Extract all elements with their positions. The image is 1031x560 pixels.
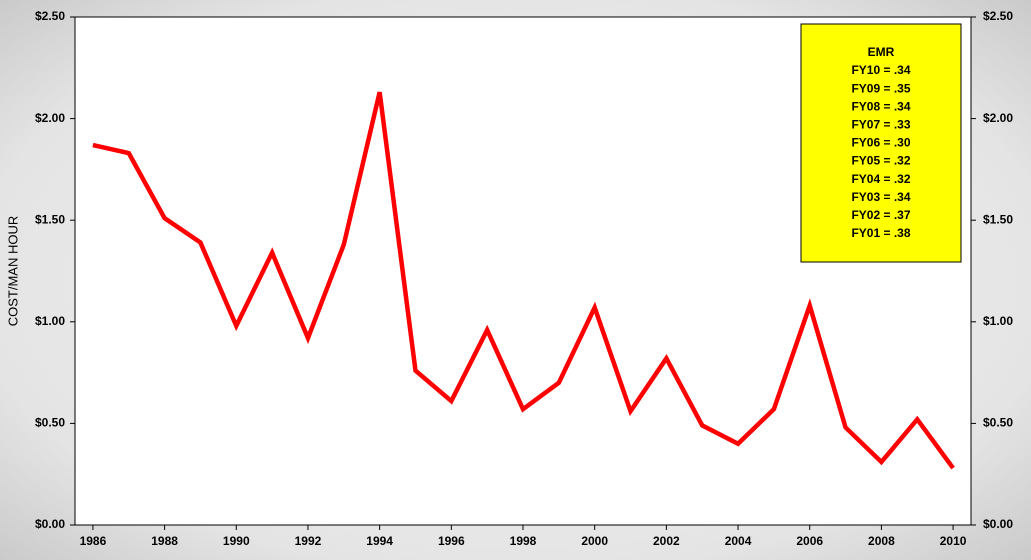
y2-tick-label: $1.50 (983, 212, 1013, 226)
annotation-line: FY04 = .32 (851, 172, 910, 186)
annotation-line: FY06 = .30 (851, 136, 910, 150)
x-tick-label: 2004 (725, 534, 752, 548)
y2-tick-label: $1.00 (983, 314, 1013, 328)
x-tick-label: 1994 (366, 534, 393, 548)
x-tick-label: 1998 (510, 534, 537, 548)
x-tick-label: 2006 (796, 534, 823, 548)
y-tick-label: $2.50 (35, 9, 65, 23)
y-tick-label: $2.00 (35, 111, 65, 125)
annotation-line: FY08 = .34 (851, 99, 910, 113)
annotation-box (800, 23, 962, 263)
x-tick-label: 2010 (940, 534, 967, 548)
y-tick-label: $1.00 (35, 314, 65, 328)
x-tick-label: 1990 (223, 534, 250, 548)
y-tick-label: $1.50 (35, 212, 65, 226)
annotation-line: FY05 = .32 (851, 154, 910, 168)
y-tick-label: $0.00 (35, 517, 65, 531)
x-tick-label: 1988 (151, 534, 178, 548)
y-axis-label: COST/MAN HOUR (5, 216, 20, 327)
annotation-line: FY02 = .37 (851, 208, 910, 222)
y2-tick-label: $0.00 (983, 517, 1013, 531)
x-tick-label: 2008 (868, 534, 895, 548)
annotation-line: FY01 = .38 (851, 226, 910, 240)
x-tick-label: 2002 (653, 534, 680, 548)
y2-tick-label: $2.50 (983, 9, 1013, 23)
x-tick-label: 1986 (80, 534, 107, 548)
annotation-line: FY03 = .34 (851, 190, 910, 204)
annotation-line: FY09 = .35 (851, 81, 910, 95)
annotation-line: FY10 = .34 (851, 63, 910, 77)
x-tick-label: 2000 (581, 534, 608, 548)
x-tick-label: 1992 (295, 534, 322, 548)
y2-tick-label: $0.50 (983, 416, 1013, 430)
annotation-line: FY07 = .33 (851, 117, 910, 131)
x-tick-label: 1996 (438, 534, 465, 548)
annotation-title: EMR (868, 45, 895, 59)
y2-tick-label: $2.00 (983, 111, 1013, 125)
line-series (92, 91, 955, 470)
y-tick-label: $0.50 (35, 416, 65, 430)
